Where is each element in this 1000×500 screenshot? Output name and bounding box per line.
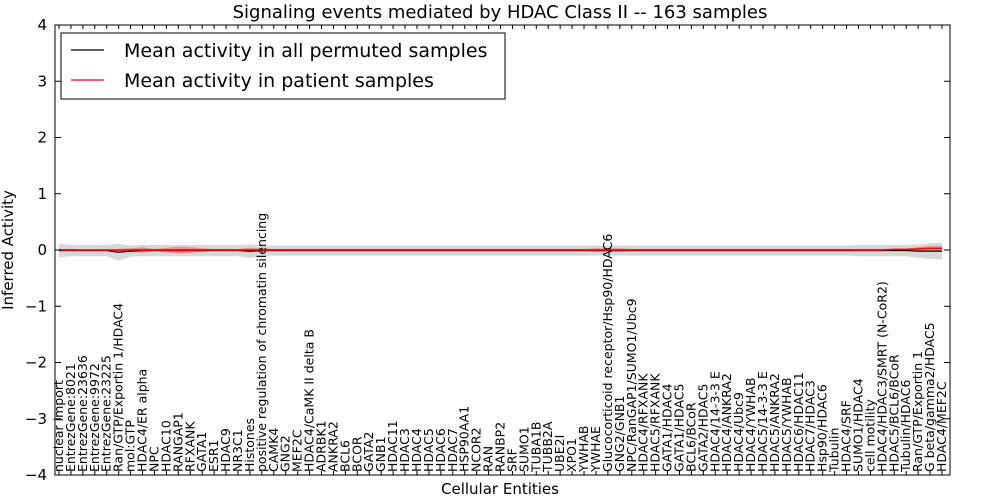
x-tick-label: HDAC7/HDAC3 [803, 380, 818, 472]
x-tick-label: EntrezGene:23636 [75, 355, 90, 472]
x-tick-label: MEF2C [290, 429, 305, 472]
y-tick-label: 0 [37, 241, 47, 259]
x-axis-label: Cellular Entities [441, 480, 559, 498]
x-tick-label: HSP90AA1 [457, 406, 472, 472]
x-tick-label: HDAC11 [385, 420, 400, 472]
x-tick-label: TUBA1B [528, 422, 543, 473]
legend-label-patient: Mean activity in patient samples [124, 70, 434, 92]
x-tick-label: Tubulin/HDAC6 [898, 380, 913, 473]
x-tick-label: NR3C1 [230, 429, 245, 472]
x-tick-label: HDAC4/YWHAB [743, 377, 758, 472]
x-tick-label: RANGAP1 [170, 412, 185, 472]
x-tick-label: HDAC3 [397, 428, 412, 472]
x-tick-label: NPC/RanGAP1/SUMO1/Ubc9 [624, 298, 639, 472]
x-tick-label: GATA1/HDAC4 [660, 383, 675, 472]
x-tick-label: HDAC6/HDAC11 [791, 372, 806, 472]
x-tick-label: Glucocorticoid receptor/Hsp90/HDAC6 [600, 234, 615, 472]
x-tick-label: HDAC5/RFXANK [648, 373, 663, 472]
x-tick-label: CAMK4 [266, 428, 281, 472]
x-tick-label: EntrezGene:23225 [99, 355, 114, 472]
x-tick-label: Tubulin [827, 428, 842, 473]
x-tick-label: Ran/GTP/Exportin 1 [910, 351, 925, 472]
x-tick-label: BCOR [349, 436, 364, 472]
x-tick-label: HDAC4/SRF [839, 400, 854, 472]
x-tick-label: RAN [481, 446, 496, 472]
x-tick-label: XPO1 [564, 438, 579, 472]
x-tick-label: ADRBK1 [314, 420, 329, 472]
x-tick-label: GATA1/HDAC5 [671, 384, 686, 472]
x-tick-label: EntrezGene:9972 [87, 363, 102, 472]
series-lines [59, 247, 942, 253]
x-tick-label: Hsp90/HDAC6 [815, 384, 830, 472]
x-tick-label: UBE2I [552, 435, 567, 472]
x-tick-label: HDAC5/ANKRA2 [767, 373, 782, 472]
y-tick-label: 2 [37, 129, 47, 147]
x-tick-label: SUMO1/HDAC4 [850, 378, 865, 472]
y-axis-label: Inferred Activity [0, 190, 17, 310]
x-tick-label: HDAC5/YWHAB [779, 377, 794, 472]
x-tick-label: ANKRA2 [325, 421, 340, 472]
x-axis: nuclear importEntrezGene:8021EntrezGene:… [51, 25, 949, 475]
x-tick-label: HDAC4/RFXANK [636, 373, 651, 472]
x-tick-label: HDAC5 [421, 428, 436, 472]
y-axis: −4 −3 −2 −1 0 1 2 3 4 [25, 16, 950, 484]
x-tick-label: ESR1 [206, 440, 221, 472]
x-tick-label: HDAC4 [409, 428, 424, 472]
plot-border [54, 24, 951, 476]
x-tick-label: positive regulation of chromatin silenci… [254, 213, 269, 472]
x-tick-label: HDAC6 [433, 428, 448, 472]
x-tick-label: GNG2/GNB1 [612, 396, 627, 472]
permuted-band [59, 242, 942, 261]
x-tick-label: HDAC4/Ubc9 [731, 392, 746, 472]
x-tick-label: GATA1 [194, 432, 209, 472]
y-tick-label: 4 [37, 16, 47, 34]
x-tick-label: NPC [146, 446, 161, 472]
x-tick-label: NCOR2 [469, 427, 484, 472]
y-tick-label: −3 [25, 410, 47, 428]
x-tick-label: GNG2 [278, 435, 293, 472]
x-tick-label: YWHAB [576, 425, 591, 473]
y-tick-label: 3 [37, 72, 47, 90]
x-tick-label: Histones [242, 418, 257, 472]
chart-title: Signaling events mediated by HDAC Class … [233, 2, 768, 23]
x-tick-label: HDAC4/ANKRA2 [719, 373, 734, 472]
y-tick-label: −2 [25, 354, 47, 372]
legend-box [60, 32, 506, 100]
x-tick-label: GATA2/HDAC5 [695, 384, 710, 472]
x-tick-label: HDAC7 [445, 428, 460, 472]
x-tick-label: cell motility [862, 398, 877, 472]
y-tick-label: −1 [25, 297, 47, 315]
x-tick-label: G beta/gamma2/HDAC5 [922, 322, 937, 472]
x-tick-label: SUMO1 [516, 426, 531, 472]
x-tick-label: HDAC4/14-3-3 E [707, 371, 722, 472]
x-tick-label: mol:GTP [123, 420, 138, 472]
x-tick-label: HDAC5/BCL6/BCoR [886, 354, 901, 472]
x-tick-label: SRF [504, 448, 519, 472]
x-tick-label: RFXANK [182, 421, 197, 472]
x-tick-label: HDAC9 [218, 428, 233, 472]
x-tick-label: BCL6 [337, 440, 352, 472]
x-tick-label: TUBB2A [540, 421, 555, 473]
x-tick-label: BCL6/BCoR [683, 402, 698, 472]
x-tick-label: EntrezGene:8021 [63, 363, 78, 472]
x-tick-label: GATA2 [361, 432, 376, 472]
patient-mean-line [59, 247, 942, 251]
x-tick-label: HDAC5/14-3-3 E [755, 371, 770, 472]
x-tick-label: RANBP2 [493, 422, 508, 472]
x-tick-label: HDAC4/HDAC3/SMRT (N-CoR2) [874, 281, 889, 472]
x-tick-label: HDAC4/MEF2C [934, 381, 949, 472]
y-tick-label: −4 [25, 466, 47, 484]
x-tick-label: HDAC4/ER alpha [135, 369, 150, 472]
legend-label-permuted: Mean activity in all permuted samples [124, 40, 487, 62]
legend: Mean activity in all permuted samples Me… [60, 32, 506, 100]
x-tick-label: YWHAE [588, 426, 603, 473]
x-tick-label: GNB1 [373, 436, 388, 472]
x-tick-label: Ran/GTP/Exportin 1/HDAC4 [111, 303, 126, 472]
x-tick-label: HDAC10 [158, 420, 173, 472]
y-tick-label: 1 [37, 185, 47, 203]
x-tick-label: HDAC4/CaMK II delta B [302, 329, 317, 472]
